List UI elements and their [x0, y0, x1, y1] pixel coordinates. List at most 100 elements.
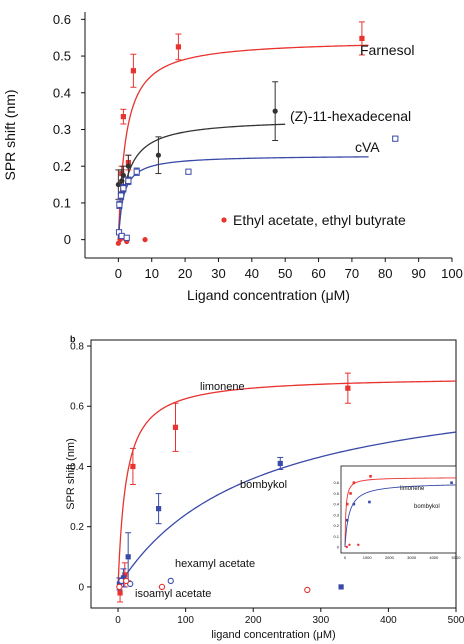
data-point: [120, 114, 126, 120]
inset-fit-limonene: [344, 477, 457, 548]
x-tick-label: 100: [177, 615, 194, 626]
inset-y-tick: 0.1: [333, 534, 339, 539]
data-point: [122, 577, 130, 585]
inset-x-tick: 5000: [452, 555, 462, 560]
series-label-limonene: limonene: [200, 381, 245, 393]
data-point: [155, 152, 161, 158]
inset-point: [357, 543, 360, 547]
data-point: [185, 168, 192, 175]
panel-a-chart: 0 10 20 30 40 50 60 70 80 90 100 0 0.1 0.2 0.3 0.4 0.5 0.…: [2, 12, 463, 303]
inset-x-tick: 0: [344, 555, 347, 560]
y-tick-label: 0: [64, 232, 71, 247]
x-tick-label: 400: [380, 615, 397, 626]
x-tick-label: 50: [278, 266, 292, 281]
inset-chart: limonene bombykol 0 1000 2000 3000 4000 5000 0 0.…: [333, 465, 462, 560]
x-tick-label: 500: [448, 615, 464, 626]
inset-y-tick: 0.3: [333, 512, 339, 517]
x-tick-label: 20: [178, 266, 192, 281]
inset-y-tick: 0: [337, 545, 340, 550]
data-point: [125, 554, 131, 560]
x-tick-label: 80: [378, 266, 392, 281]
series-label-hexamyl: hexamyl acetate: [175, 558, 255, 570]
series-label-ethyl: Ethyl acetate, ethyl butyrate: [233, 212, 406, 228]
data-point: [142, 237, 148, 243]
inset-point: [352, 481, 356, 485]
data-point: [392, 135, 399, 142]
inset-point: [352, 502, 356, 506]
inset-point: [450, 481, 453, 485]
data-point: [125, 177, 132, 184]
x-tick-label: 100: [441, 266, 463, 281]
x-tick-label: 0: [115, 615, 121, 626]
inset-x-tick: 1000: [363, 555, 373, 560]
inset-label-bombykol: bombykol: [414, 504, 440, 510]
panel-label-b: b: [70, 334, 76, 344]
inset-y-tick: 0.6: [333, 480, 339, 485]
x-tick-label: 300: [312, 615, 329, 626]
y-tick-label: 0.6: [53, 12, 71, 27]
inset-point: [348, 543, 351, 547]
legend-marker-ethyl: [221, 217, 227, 223]
data-point: [130, 68, 136, 74]
inset-frame: [340, 465, 457, 554]
y-tick-label: 0.2: [70, 522, 84, 533]
x-tick-label: 0: [115, 266, 122, 281]
data-point: [116, 201, 123, 208]
data-point: [272, 108, 278, 114]
data-point: [117, 192, 125, 199]
data-point: [155, 506, 162, 512]
y-tick-label: 0.4: [53, 85, 71, 100]
series-label-hexadecenal: (Z)-11-hexadecenal: [290, 108, 411, 124]
y-tick-label: 0.6: [70, 402, 84, 413]
fit-curve-1: [117, 431, 457, 588]
inset-point: [345, 502, 349, 506]
data-point: [120, 172, 126, 178]
x-tick-label: 60: [311, 266, 325, 281]
data-point: [125, 163, 131, 169]
data-point: [116, 583, 123, 591]
data-point: [127, 580, 134, 588]
x-tick-label: 30: [211, 266, 225, 281]
data-point: [120, 185, 127, 192]
y-axis-label: SPR shift (nm): [2, 89, 18, 180]
data-point: [115, 181, 121, 188]
x-axis-label: Ligand concentration (μM): [187, 287, 350, 303]
x-tick-label: 40: [245, 266, 259, 281]
inset-point: [369, 474, 372, 478]
y-tick-label: 0.3: [53, 122, 71, 137]
inset-point: [349, 492, 352, 495]
inset-point: [368, 500, 371, 504]
fit-curve-0: [117, 380, 457, 587]
data-point: [359, 35, 365, 42]
data-point: [167, 577, 174, 585]
series-label-isoamyl: isoamyl acetate: [135, 588, 211, 600]
y-tick-label: 0.2: [53, 159, 71, 174]
data-point: [158, 583, 166, 591]
data-point: [120, 575, 127, 581]
y-tick-label: 0: [78, 582, 84, 593]
y-tick-label: 0.1: [53, 195, 71, 210]
data-point: [338, 584, 344, 590]
data-point: [133, 168, 140, 175]
data-point: [175, 44, 182, 50]
data-point: [130, 463, 136, 470]
data-point: [117, 590, 123, 596]
inset-x-tick: 4000: [429, 555, 439, 560]
series-label-cva: cVA: [355, 139, 380, 155]
data-point: [118, 232, 125, 240]
inset-label-limonene: limonene: [400, 486, 425, 492]
y-tick-label: 0.5: [53, 49, 71, 64]
x-tick-label: 90: [411, 266, 425, 281]
inset-y-tick: 0.2: [333, 523, 339, 528]
data-point: [304, 586, 311, 594]
y-tick-label: 0.4: [70, 462, 84, 473]
inset-x-tick: 2000: [385, 555, 395, 560]
inset-x-tick: 3000: [407, 555, 417, 560]
data-point: [172, 424, 179, 430]
y-tick-label: 0.8: [70, 342, 84, 353]
data-point: [122, 572, 128, 578]
y-axis-label: SPR shift (nm): [65, 438, 77, 510]
series-label-bombykol: bombykol: [240, 479, 287, 491]
